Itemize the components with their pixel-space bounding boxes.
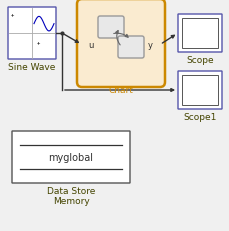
- Bar: [182, 19, 218, 49]
- Text: Scope1: Scope1: [183, 112, 217, 122]
- Bar: [182, 76, 218, 106]
- Text: Chart: Chart: [109, 86, 134, 94]
- Text: y: y: [148, 41, 153, 50]
- FancyBboxPatch shape: [98, 17, 124, 39]
- FancyBboxPatch shape: [178, 72, 222, 109]
- Text: myglobal: myglobal: [49, 152, 93, 162]
- Text: Scope: Scope: [186, 56, 214, 65]
- Text: +: +: [11, 12, 14, 17]
- FancyBboxPatch shape: [8, 8, 56, 60]
- Text: Data Store
Memory: Data Store Memory: [47, 186, 95, 206]
- FancyBboxPatch shape: [12, 131, 130, 183]
- FancyBboxPatch shape: [77, 0, 165, 88]
- FancyBboxPatch shape: [118, 37, 144, 59]
- FancyBboxPatch shape: [178, 15, 222, 53]
- Text: Sine Wave: Sine Wave: [8, 63, 56, 72]
- Text: u: u: [88, 41, 93, 50]
- Text: +: +: [37, 40, 40, 45]
